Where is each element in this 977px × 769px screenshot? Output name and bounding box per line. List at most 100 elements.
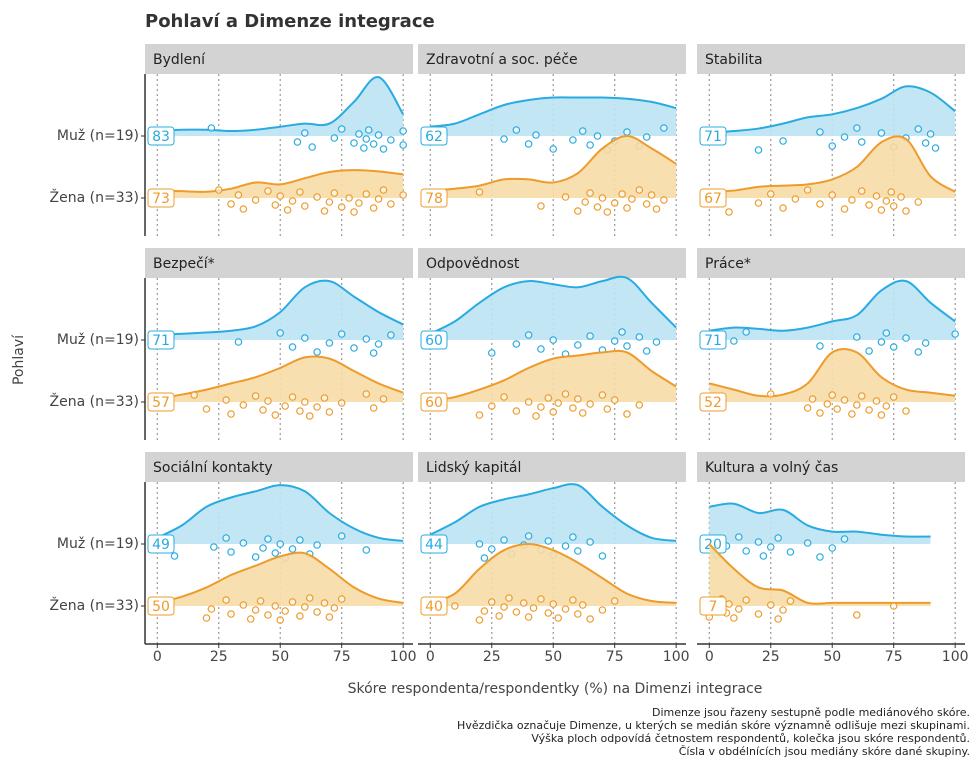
point bbox=[635, 186, 644, 194]
x-tick-label: 0 bbox=[426, 649, 435, 665]
point bbox=[296, 407, 304, 415]
point bbox=[360, 144, 368, 152]
point bbox=[239, 539, 248, 547]
point bbox=[222, 396, 230, 404]
point bbox=[207, 605, 216, 613]
point bbox=[537, 403, 545, 411]
point bbox=[313, 608, 321, 616]
x-tick-label: 75 bbox=[606, 649, 624, 665]
point bbox=[222, 534, 230, 542]
point bbox=[475, 188, 484, 196]
median-label: 71 bbox=[704, 333, 722, 349]
density-line bbox=[157, 355, 404, 400]
point bbox=[569, 596, 577, 604]
point bbox=[766, 601, 775, 609]
density-line bbox=[430, 96, 677, 128]
point bbox=[853, 611, 861, 619]
point bbox=[207, 124, 216, 132]
point bbox=[374, 195, 383, 203]
point bbox=[610, 396, 619, 404]
point bbox=[857, 138, 866, 146]
point bbox=[276, 616, 285, 624]
point bbox=[931, 144, 940, 152]
point bbox=[603, 208, 612, 216]
median-box bbox=[420, 126, 448, 146]
density-area bbox=[709, 280, 956, 340]
point bbox=[330, 134, 339, 142]
point bbox=[865, 201, 873, 209]
point bbox=[362, 390, 371, 398]
point bbox=[271, 201, 280, 209]
point bbox=[362, 135, 371, 143]
point bbox=[598, 391, 607, 399]
point bbox=[210, 543, 218, 551]
point bbox=[264, 187, 272, 195]
point bbox=[642, 347, 651, 355]
point bbox=[202, 614, 211, 622]
density-area bbox=[709, 503, 931, 544]
point bbox=[754, 610, 763, 618]
point bbox=[529, 604, 538, 612]
point bbox=[362, 546, 371, 554]
point bbox=[296, 536, 304, 544]
point bbox=[766, 190, 775, 198]
point bbox=[725, 600, 733, 608]
point bbox=[549, 408, 558, 416]
strip bbox=[697, 248, 965, 278]
density-area bbox=[157, 76, 404, 136]
point bbox=[742, 596, 750, 604]
point bbox=[877, 338, 886, 346]
point bbox=[276, 192, 285, 200]
median-box bbox=[699, 330, 727, 350]
point bbox=[914, 198, 923, 206]
median-box bbox=[699, 126, 727, 146]
strip bbox=[418, 44, 686, 74]
point bbox=[537, 202, 545, 210]
point bbox=[301, 202, 309, 210]
point bbox=[301, 398, 309, 406]
point bbox=[288, 197, 297, 205]
median-label: 62 bbox=[425, 129, 443, 145]
point bbox=[320, 394, 329, 402]
point bbox=[786, 597, 795, 605]
strip bbox=[145, 248, 413, 278]
point bbox=[369, 204, 378, 212]
point bbox=[574, 610, 582, 618]
point bbox=[264, 611, 272, 619]
point bbox=[271, 549, 280, 557]
point bbox=[618, 328, 626, 336]
x-tick-label: 50 bbox=[271, 649, 289, 665]
density-area bbox=[709, 86, 956, 136]
point bbox=[848, 410, 856, 418]
point bbox=[271, 602, 280, 610]
point bbox=[623, 128, 631, 136]
point bbox=[337, 532, 346, 540]
point bbox=[387, 136, 395, 144]
point bbox=[586, 332, 594, 340]
point bbox=[549, 600, 558, 608]
median-label: 73 bbox=[152, 191, 170, 207]
median-label: 60 bbox=[425, 395, 443, 411]
point bbox=[652, 205, 661, 213]
point bbox=[902, 407, 910, 415]
panel-title: Bezpečí* bbox=[153, 256, 215, 272]
point bbox=[647, 191, 656, 199]
panel-title: Bydlení bbox=[153, 52, 206, 68]
point bbox=[325, 408, 334, 416]
point bbox=[234, 191, 243, 199]
median-label: 67 bbox=[704, 191, 722, 207]
point bbox=[202, 405, 211, 413]
point bbox=[586, 538, 594, 546]
point bbox=[549, 145, 558, 153]
point bbox=[532, 412, 540, 420]
point bbox=[544, 537, 553, 545]
point bbox=[598, 606, 607, 614]
strip bbox=[145, 452, 413, 482]
density-line bbox=[157, 551, 404, 604]
strip bbox=[697, 452, 965, 482]
x-tick-label: 50 bbox=[544, 649, 562, 665]
point bbox=[512, 608, 521, 616]
point bbox=[828, 142, 837, 150]
strip bbox=[145, 44, 413, 74]
point bbox=[251, 196, 260, 204]
